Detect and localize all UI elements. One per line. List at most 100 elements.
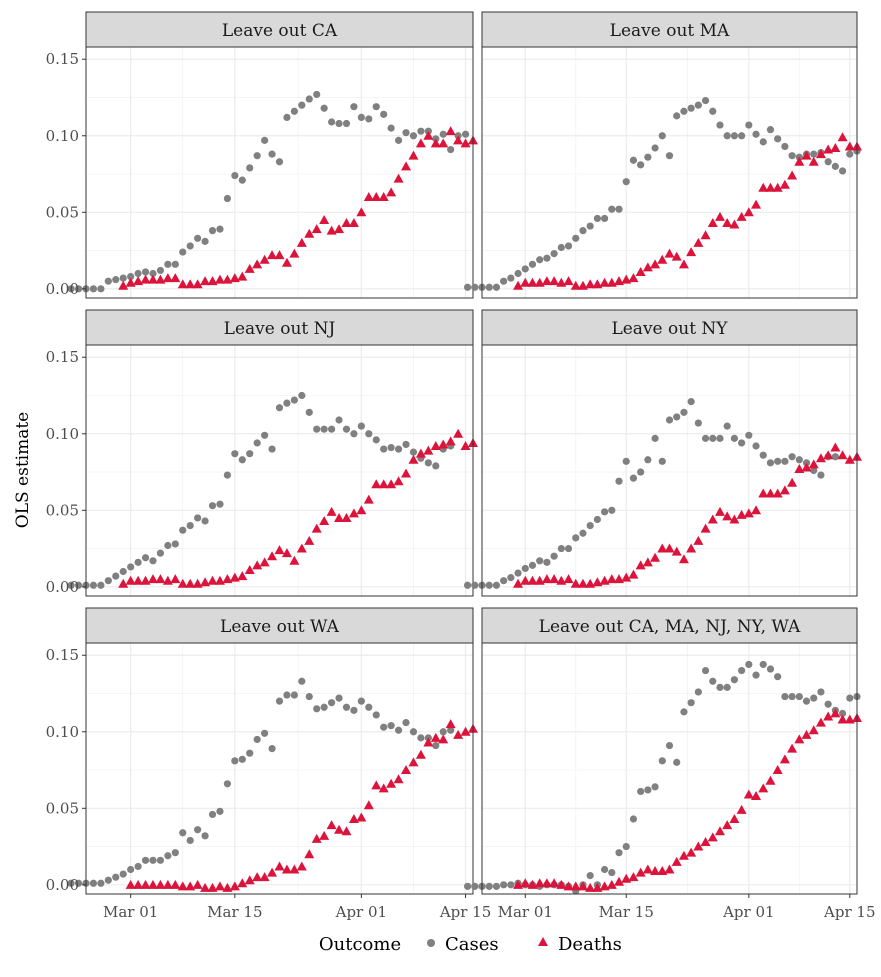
deaths-point <box>267 551 278 561</box>
deaths-point <box>758 783 769 793</box>
deaths-point <box>678 850 689 860</box>
cases-point <box>774 135 782 143</box>
deaths-point <box>592 279 603 289</box>
deaths-point <box>393 774 404 784</box>
deaths-point <box>736 509 747 519</box>
cases-point <box>439 728 447 736</box>
deaths-point <box>281 864 292 874</box>
cases-point <box>730 132 739 140</box>
deaths-point <box>642 864 653 874</box>
cases-point <box>186 521 194 530</box>
y-tick-label: 0.05 <box>46 501 79 519</box>
deaths-point <box>326 225 337 235</box>
deaths-point <box>700 523 711 533</box>
cases-point <box>615 477 623 485</box>
cases-point <box>268 445 276 453</box>
cases-point <box>802 697 811 705</box>
cases-point <box>795 692 803 701</box>
deaths-point <box>274 250 285 260</box>
deaths-point <box>650 259 661 269</box>
deaths-point <box>650 866 661 876</box>
cases-point <box>97 285 105 293</box>
deaths-point <box>577 578 588 588</box>
cases-point <box>290 107 298 115</box>
cases-point <box>97 581 105 589</box>
deaths-point <box>787 477 798 487</box>
deaths-point <box>671 856 682 866</box>
cases-point <box>409 728 418 736</box>
deaths-point <box>549 878 560 888</box>
deaths-point <box>606 277 617 287</box>
cases-point <box>298 391 306 400</box>
deaths-point <box>563 574 574 584</box>
cases-point <box>208 227 217 235</box>
cases-point <box>194 826 202 834</box>
cases-point <box>253 735 261 744</box>
deaths-point <box>445 126 456 136</box>
deaths-point <box>371 780 382 790</box>
cases-point <box>723 132 731 140</box>
cases-point <box>238 456 246 464</box>
cases-point <box>766 665 775 673</box>
cases-point <box>394 726 403 734</box>
cases-point <box>507 274 515 282</box>
cases-point <box>665 741 674 750</box>
cases-point <box>500 881 508 889</box>
cases-point <box>766 126 775 134</box>
deaths-point <box>378 191 389 201</box>
deaths-point <box>513 879 524 889</box>
cases-point <box>119 870 127 878</box>
cases-point <box>817 688 825 696</box>
deaths-point <box>707 218 718 228</box>
cases-point <box>536 256 544 264</box>
cases-point <box>141 554 150 562</box>
cases-point <box>507 574 515 582</box>
y-tick-label: 0.00 <box>46 280 79 298</box>
cases-point <box>673 758 681 766</box>
cases-point <box>402 440 410 449</box>
cases-point <box>759 660 767 669</box>
deaths-point <box>296 543 307 553</box>
deaths-point <box>244 875 255 885</box>
cases-point <box>357 697 365 705</box>
cases-point <box>687 699 695 707</box>
cases-point <box>593 515 601 524</box>
cases-point <box>261 431 269 439</box>
cases-point <box>759 451 767 459</box>
deaths-point <box>823 144 834 154</box>
cases-point <box>651 783 659 791</box>
deaths-point <box>635 867 646 877</box>
deaths-point <box>751 791 762 801</box>
cases-point <box>201 237 209 245</box>
x-tick-label: Apr 15 <box>439 903 491 921</box>
cases-point <box>350 706 358 714</box>
deaths-point <box>513 578 524 588</box>
cases-point <box>67 285 75 293</box>
cases-point <box>824 158 832 166</box>
cases-point <box>342 119 351 128</box>
cases-point <box>492 283 501 291</box>
cases-point <box>810 694 818 702</box>
deaths-point <box>815 453 826 463</box>
cases-point <box>350 103 358 111</box>
deaths-point <box>830 442 841 452</box>
cases-point <box>439 130 447 138</box>
deaths-point <box>386 479 397 489</box>
deaths-point <box>556 277 567 287</box>
deaths-point <box>722 820 733 830</box>
deaths-point <box>823 450 834 460</box>
deaths-point <box>118 280 129 290</box>
cases-point <box>730 434 739 442</box>
panel-2: Leave out MA <box>463 11 862 299</box>
deaths-point <box>237 878 248 888</box>
deaths-point <box>599 575 610 585</box>
deaths-point <box>155 574 166 584</box>
legend-deaths-marker <box>538 937 548 946</box>
cases-point <box>716 434 724 442</box>
cases-point <box>500 277 508 285</box>
deaths-point <box>334 512 345 522</box>
deaths-point <box>592 577 603 587</box>
plot-background <box>86 643 473 894</box>
x-tick-label: Mar 01 <box>498 903 553 921</box>
y-tick-label: 0.15 <box>46 50 79 68</box>
